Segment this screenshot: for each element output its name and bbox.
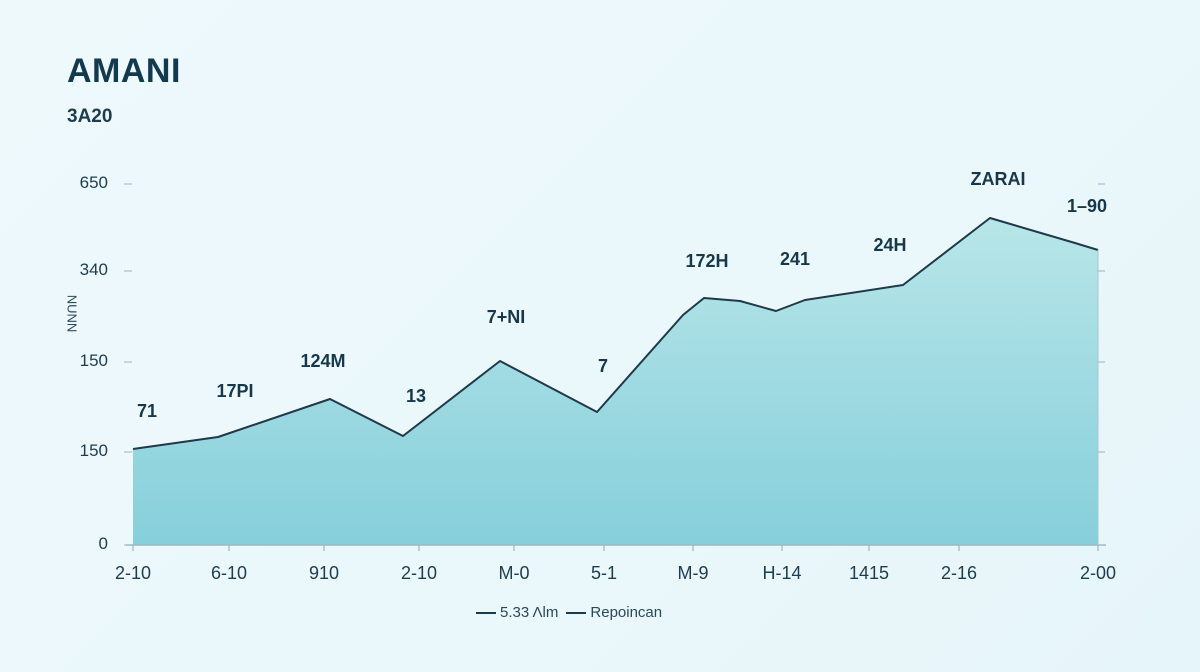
x-tick-label: 2-00 xyxy=(1079,563,1117,583)
legend-item[interactable]: 5.33 Λlm xyxy=(476,604,558,621)
chart-title: AMANI xyxy=(67,52,181,90)
x-tick-label: 910 xyxy=(308,563,340,583)
legend-line-swatch-icon xyxy=(476,611,496,614)
data-point-label: 7+NI xyxy=(486,307,526,327)
y-tick-label: 150 xyxy=(79,441,108,460)
y-tick-label: 150 xyxy=(79,351,108,370)
legend-label: 5.33 Λlm xyxy=(500,604,559,621)
data-point-label: ZARAI xyxy=(970,169,1026,189)
data-line xyxy=(132,217,1099,450)
data-point-label: 71 xyxy=(136,401,158,421)
data-point-label: 7 xyxy=(597,356,609,376)
y-axis-label: NUNN xyxy=(64,294,80,333)
data-point-label: 13 xyxy=(405,386,427,406)
data-point-label: 172H xyxy=(685,251,729,271)
legend-line-swatch-icon xyxy=(566,611,587,614)
x-tick-label: 2-16 xyxy=(940,563,978,583)
x-tick-label: H-14 xyxy=(762,563,802,583)
chart-subtitle: 3A20 xyxy=(67,106,113,127)
legend-item[interactable]: Repoincan xyxy=(566,604,662,621)
legend-label: Repoincan xyxy=(590,604,663,621)
data-point-label: 24H xyxy=(873,235,907,255)
x-tick-label: 1415 xyxy=(848,563,890,583)
data-point-label: 124M xyxy=(300,351,346,371)
x-tick-label: M-0 xyxy=(498,563,530,583)
area-fill xyxy=(133,218,1098,545)
data-point-label: 1–90 xyxy=(1066,196,1108,216)
y-tick-label: 340 xyxy=(79,260,108,279)
x-tick-label: 2-10 xyxy=(114,563,152,583)
y-tick-label: 0 xyxy=(98,534,108,553)
x-tick-label: M-9 xyxy=(677,563,709,583)
x-tick-label: 2-10 xyxy=(400,563,438,583)
x-tick-label: 6-10 xyxy=(210,563,248,583)
data-point-label: 17PI xyxy=(216,381,254,401)
data-point-label: 241 xyxy=(779,249,811,269)
x-tick-label: 5-1 xyxy=(590,563,617,583)
legend: 5.33 Λlm Repoincan xyxy=(476,604,662,621)
y-tick-label: 650 xyxy=(79,173,108,192)
